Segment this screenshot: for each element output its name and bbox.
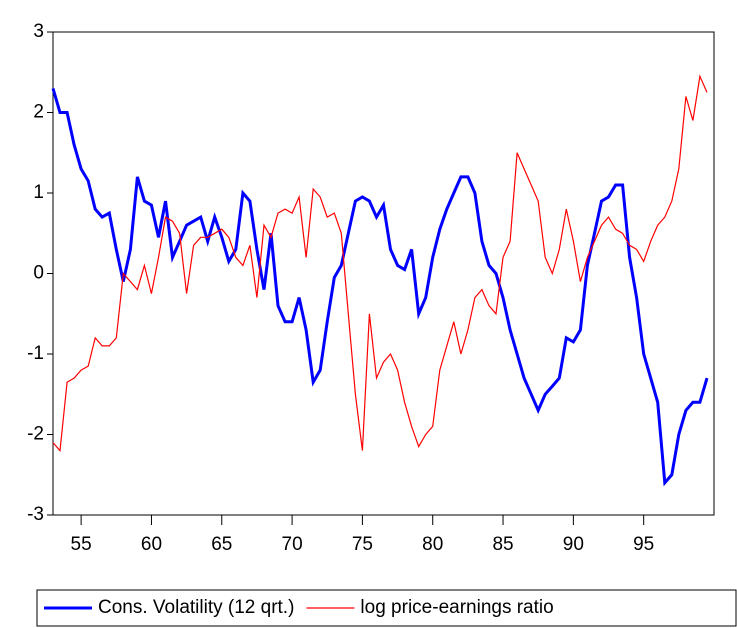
y-tick-label: -1 bbox=[27, 343, 44, 364]
y-tick-label: 0 bbox=[33, 263, 44, 284]
x-tick-label: 55 bbox=[71, 534, 92, 555]
x-tick-label: 60 bbox=[141, 534, 162, 555]
x-tick-label: 95 bbox=[633, 534, 654, 555]
x-tick-label: 85 bbox=[492, 534, 513, 555]
legend-label: log price-earnings ratio bbox=[360, 597, 553, 618]
x-tick-label: 65 bbox=[211, 534, 232, 555]
y-tick-label: 1 bbox=[33, 182, 44, 203]
plot-frame bbox=[52, 31, 715, 516]
y-tick-label: -2 bbox=[27, 424, 44, 445]
y-tick-label: 3 bbox=[33, 21, 44, 42]
x-tick-label: 80 bbox=[422, 534, 443, 555]
y-tick-label: -3 bbox=[27, 504, 44, 525]
series-line bbox=[51, 87, 709, 487]
legend-label: Cons. Volatility (12 qrt.) bbox=[98, 597, 294, 618]
x-tick-label: 70 bbox=[282, 534, 303, 555]
x-tick-label: 90 bbox=[563, 534, 584, 555]
series-line bbox=[52, 74, 708, 453]
y-tick-label: 2 bbox=[33, 102, 44, 123]
legend-box bbox=[36, 589, 737, 627]
x-tick-label: 75 bbox=[352, 534, 373, 555]
